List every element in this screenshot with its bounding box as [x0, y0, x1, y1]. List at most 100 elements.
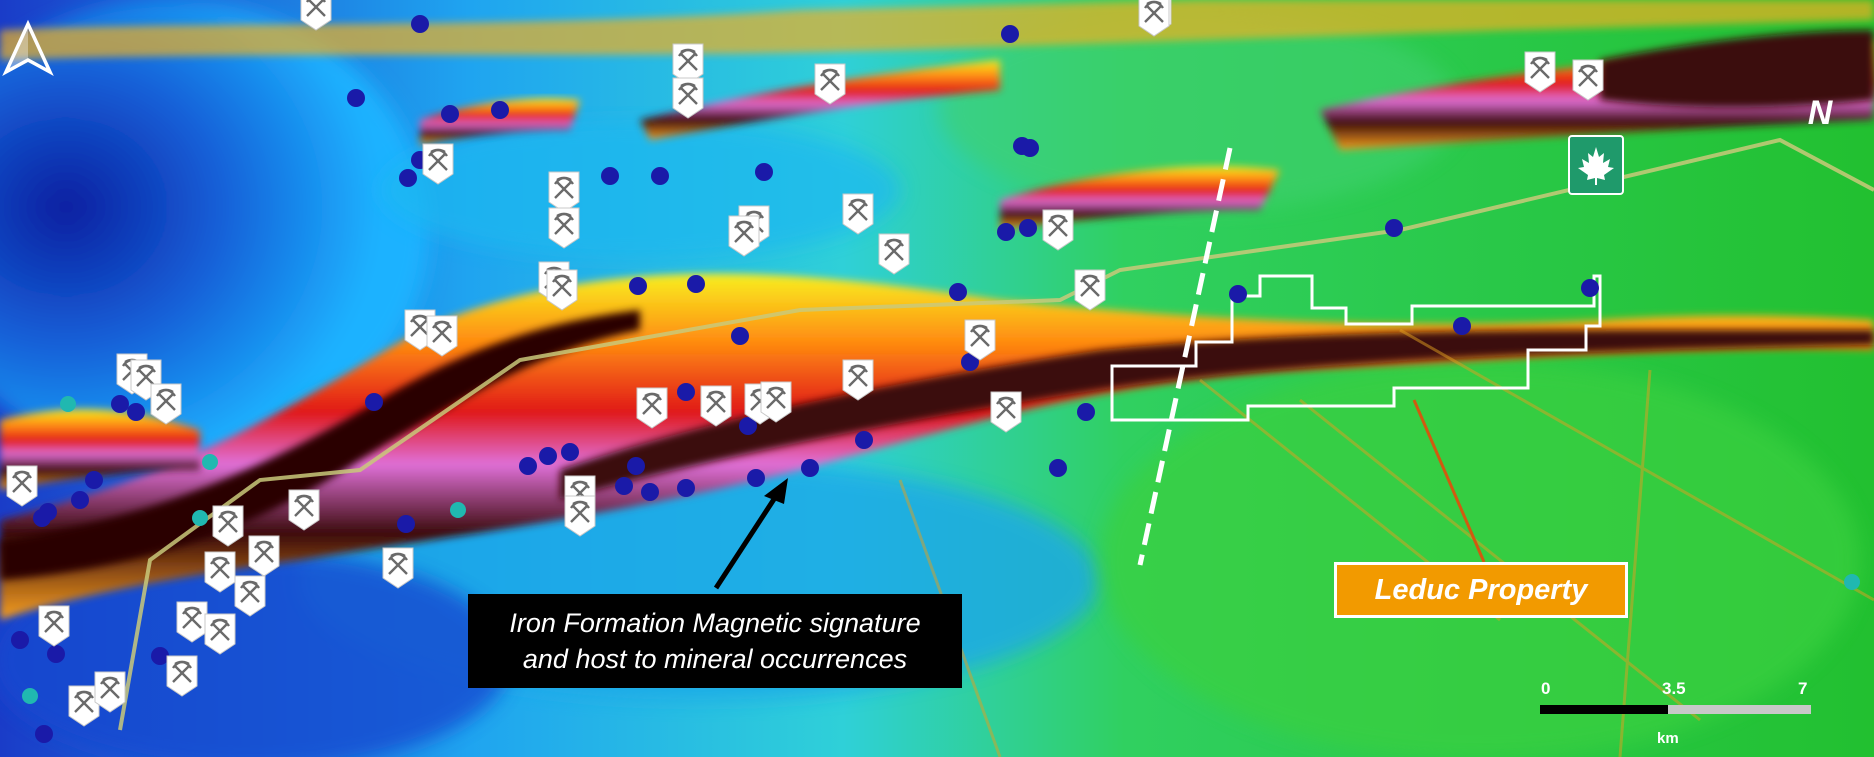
occurrence-dot	[35, 725, 53, 743]
pickaxe-icon	[6, 465, 38, 507]
occurrence-dot	[399, 169, 417, 187]
maple-leaf-icon	[1568, 135, 1624, 195]
pickaxe-icon	[564, 495, 596, 537]
pickaxe-icon	[1572, 59, 1604, 101]
callout-line-1: Iron Formation Magnetic signature	[509, 608, 921, 638]
mine-markers	[6, 0, 1604, 727]
occurrence-dot	[365, 393, 383, 411]
occurrence-dot-teal	[60, 396, 76, 412]
scale-unit: km	[1657, 730, 1679, 747]
pickaxe-icon	[990, 391, 1022, 433]
occurrence-dot	[739, 417, 757, 435]
pickaxe-icon	[964, 319, 996, 361]
occurrence-dot	[601, 167, 619, 185]
pickaxe-icon	[204, 551, 236, 593]
occurrence-dot-teal	[192, 510, 208, 526]
occurrence-dot	[961, 353, 979, 371]
occurrence-dot	[441, 105, 459, 123]
pickaxe-icon	[166, 655, 198, 697]
pickaxe-icon	[878, 233, 910, 275]
occurrence-dot	[615, 477, 633, 495]
structural-lineament-line	[1137, 147, 1233, 566]
occurrence-dot	[11, 631, 29, 649]
occurrence-dot	[651, 167, 669, 185]
occurrence-dot	[33, 509, 51, 527]
pickaxe-icon	[672, 77, 704, 119]
occurrence-dot	[997, 223, 1015, 241]
pickaxe-icon	[176, 601, 208, 643]
occurrence-dot	[71, 491, 89, 509]
occurrence-dot	[1581, 279, 1599, 297]
occurrence-dot-teal	[22, 688, 38, 704]
north-arrow-icon	[2, 19, 54, 77]
occurrence-dot	[641, 483, 659, 501]
occurrence-dot	[1453, 317, 1471, 335]
occurrence-dot	[491, 101, 509, 119]
pickaxe-icon	[728, 215, 760, 257]
occurrence-dot	[949, 283, 967, 301]
occurrence-dot	[127, 403, 145, 421]
occurrence-dot	[151, 647, 169, 665]
iron-formation-callout: Iron Formation Magnetic signature and ho…	[468, 594, 962, 688]
pickaxe-icon	[1138, 0, 1170, 37]
occurrence-dot	[1049, 459, 1067, 477]
occurrence-dot	[1385, 219, 1403, 237]
scale-tick-7: 7	[1798, 679, 1808, 698]
occurrence-dot	[1021, 139, 1039, 157]
leduc-property-label[interactable]: Leduc Property	[1334, 562, 1628, 618]
pickaxe-icon	[1524, 51, 1556, 93]
occurrence-dot	[855, 431, 873, 449]
callout-arrow-line	[713, 488, 783, 590]
occurrence-dot	[397, 515, 415, 533]
pickaxe-icon	[760, 381, 792, 423]
pickaxe-icon	[248, 535, 280, 577]
pickaxe-icon	[150, 383, 182, 425]
pickaxe-icon	[1042, 209, 1074, 251]
scale-bar-grey-segment	[1668, 705, 1811, 714]
pickaxe-icon	[68, 685, 100, 727]
occurrence-dot-teal	[450, 502, 466, 518]
pickaxe-icon	[814, 63, 846, 105]
occurrence-dot	[1077, 403, 1095, 421]
occurrence-dot	[1229, 285, 1247, 303]
occurrence-dot	[627, 457, 645, 475]
pickaxe-icon	[548, 207, 580, 249]
pickaxe-icon	[1074, 269, 1106, 311]
occurrence-dot	[801, 459, 819, 477]
pickaxe-icon	[842, 359, 874, 401]
pickaxe-icon	[288, 489, 320, 531]
occurrence-dot	[629, 277, 647, 295]
mineral-occurrence-dots	[11, 15, 1860, 743]
occurrence-dot	[755, 163, 773, 181]
occurrence-dot	[1019, 219, 1037, 237]
occurrence-dot-teal	[1844, 574, 1860, 590]
callout-arrowhead	[764, 478, 788, 504]
occurrence-dot	[687, 275, 705, 293]
scale-bar-black-segment	[1540, 705, 1668, 714]
occurrence-dot	[47, 645, 65, 663]
callout-line-2: and host to mineral occurrences	[522, 644, 908, 674]
occurrence-dot	[677, 383, 695, 401]
occurrence-dot	[347, 89, 365, 107]
pickaxe-icon	[426, 315, 458, 357]
pickaxe-icon	[94, 671, 126, 713]
occurrence-dot	[677, 479, 695, 497]
pickaxe-icon	[212, 505, 244, 547]
pickaxe-icon	[422, 143, 454, 185]
pickaxe-icon	[700, 385, 732, 427]
scale-tick-0: 0	[1541, 679, 1551, 698]
occurrence-dot	[731, 327, 749, 345]
pickaxe-icon	[204, 613, 236, 655]
occurrence-dot	[111, 395, 129, 413]
occurrence-dot	[747, 469, 765, 487]
pickaxe-icon	[548, 171, 580, 213]
pickaxe-icon	[842, 193, 874, 235]
pickaxe-icon	[234, 575, 266, 617]
pickaxe-icon	[300, 0, 332, 31]
north-label: N	[1807, 94, 1833, 132]
occurrence-dot	[519, 457, 537, 475]
pickaxe-icon	[546, 269, 578, 311]
property-leader-line	[1412, 399, 1486, 563]
